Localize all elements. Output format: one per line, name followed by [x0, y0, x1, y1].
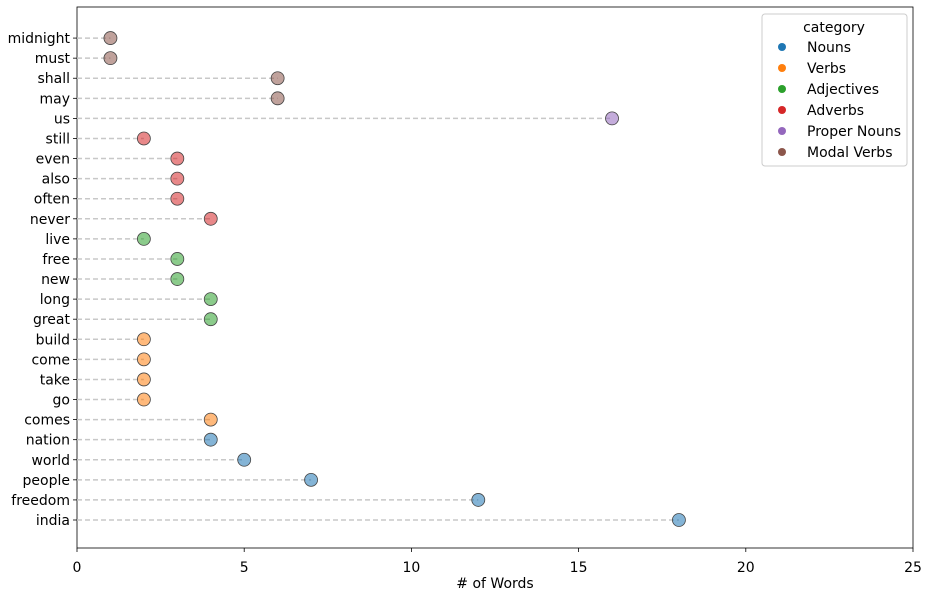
point-live	[136, 231, 151, 246]
point-nation	[203, 432, 218, 447]
point-freedom	[471, 493, 486, 507]
y-tick-label: midnight	[8, 31, 71, 47]
point-world	[237, 452, 252, 467]
point-often	[170, 191, 185, 206]
legend-entry: Adjectives	[807, 82, 879, 98]
y-tick-label: still	[46, 131, 70, 147]
legend-marker	[778, 85, 786, 93]
legend-frame	[761, 13, 908, 167]
point-us	[605, 111, 619, 126]
point-take	[136, 372, 151, 387]
y-tick-label: take	[40, 372, 70, 388]
legend-entry: Adverbs	[807, 103, 864, 119]
y-tick-label: come	[31, 352, 70, 368]
y-tick-label: us	[54, 111, 70, 127]
point-free	[170, 252, 185, 266]
x-tick-label: 20	[737, 560, 755, 576]
point-never	[203, 211, 218, 226]
point-even	[170, 151, 185, 166]
point-long	[203, 292, 218, 307]
point-shall	[270, 71, 285, 86]
point-come	[136, 352, 151, 367]
legend-entry: Verbs	[807, 61, 846, 77]
point-build	[136, 332, 151, 347]
y-tick-label: go	[53, 393, 70, 409]
legend-marker	[778, 148, 786, 156]
point-still	[136, 131, 151, 146]
legend-entry: Proper Nouns	[807, 124, 901, 140]
point-midnight	[103, 31, 118, 45]
x-tick-label: 0	[73, 560, 82, 576]
y-tick-label: live	[45, 232, 70, 248]
point-india	[672, 513, 686, 527]
point-must	[103, 51, 118, 66]
y-tick-label: people	[23, 473, 70, 489]
x-axis: 0 5 10 15 20 25	[73, 548, 922, 576]
y-tick-label: great	[33, 312, 71, 328]
y-axis: midnight must shall may us still even also often…	[8, 31, 77, 529]
legend-marker	[778, 106, 786, 114]
point-new	[170, 272, 185, 286]
x-tick-label: 10	[402, 560, 420, 576]
x-tick-label: 25	[904, 560, 922, 576]
point-also	[170, 171, 185, 186]
y-tick-label: build	[36, 332, 70, 348]
y-tick-label: freedom	[11, 493, 70, 509]
x-tick-label: 15	[570, 560, 588, 576]
y-tick-label: free	[42, 252, 70, 268]
y-tick-label: shall	[37, 71, 70, 87]
legend-marker	[778, 127, 786, 135]
point-great	[203, 312, 218, 327]
point-go	[136, 392, 151, 407]
y-tick-label: india	[36, 513, 70, 529]
x-tick-label: 5	[240, 560, 249, 576]
y-tick-label: new	[41, 272, 70, 288]
y-tick-label: must	[35, 51, 71, 67]
y-tick-label: also	[42, 172, 70, 188]
plot-area	[76, 6, 914, 549]
y-tick-label: world	[31, 453, 70, 469]
y-tick-label: often	[34, 192, 70, 208]
plot-frame	[76, 6, 914, 549]
legend-marker	[778, 64, 786, 72]
legend-marker	[778, 43, 786, 51]
y-tick-label: nation	[26, 433, 70, 449]
x-axis-label: # of Words	[456, 576, 533, 592]
y-tick-label: never	[30, 212, 70, 228]
point-comes	[203, 412, 218, 427]
y-tick-label: comes	[24, 413, 70, 429]
y-tick-label: even	[36, 152, 70, 168]
point-may	[270, 91, 285, 106]
legend-entry: Modal Verbs	[807, 145, 893, 161]
point-people	[304, 472, 318, 487]
y-tick-label: may	[39, 91, 70, 107]
legend: category Nouns Verbs Adjectives Adverbs Prope…	[761, 13, 908, 167]
y-tick-label: long	[40, 292, 70, 308]
legend-title: category	[803, 20, 865, 36]
legend-entry: Nouns	[807, 40, 851, 56]
